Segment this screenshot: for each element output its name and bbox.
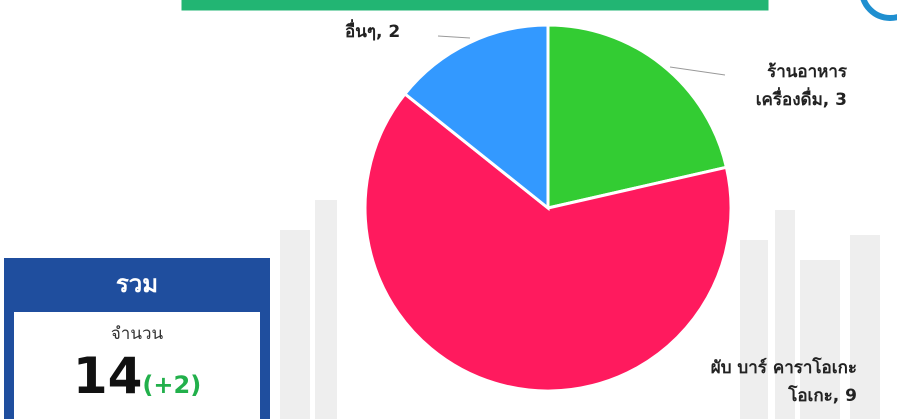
total-panel: จำนวน 14(+2): [14, 312, 260, 419]
total-change: (+2): [142, 371, 201, 399]
badge: [862, 0, 897, 18]
slice-label: ผับ บาร์ คาราโอเกะ โอเกะ, 9: [711, 354, 857, 410]
total-box: รวม จำนวน 14(+2): [4, 258, 270, 419]
total-title: รวม: [4, 258, 270, 310]
banner: [180, 0, 770, 12]
slice-label: อื่นๆ, 2: [345, 18, 400, 46]
slice-label: ร้านอาหาร เครื่องดื่ม, 3: [756, 58, 847, 114]
infographic: ร้านอาหาร เครื่องดื่ม, 3 ผับ บาร์ คาราโอเ…: [0, 0, 897, 419]
total-label: จำนวน: [14, 320, 260, 347]
total-value: 14: [73, 347, 143, 405]
